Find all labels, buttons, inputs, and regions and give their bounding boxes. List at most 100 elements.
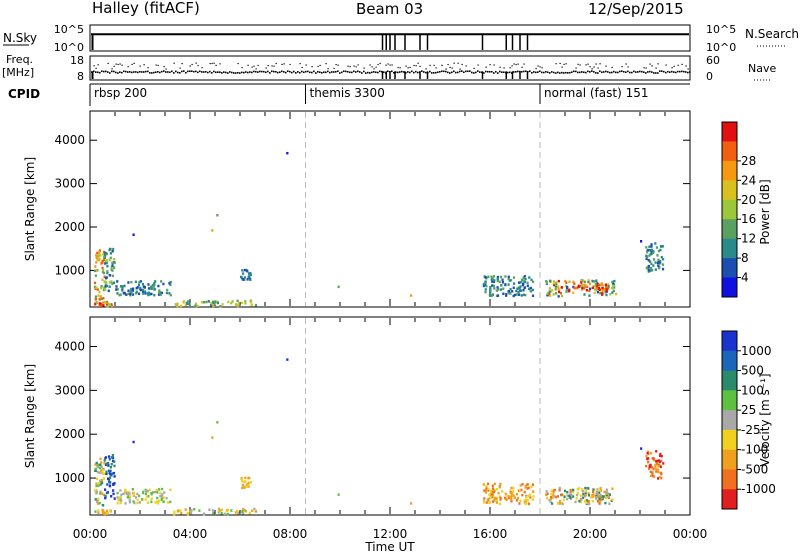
- nave-point: [417, 62, 419, 64]
- noise-drops: [91, 34, 529, 50]
- colorbar-swatch-8: [722, 489, 737, 510]
- freq-point: [279, 71, 281, 74]
- cell-2: [108, 274, 112, 277]
- freq-point: [291, 71, 293, 74]
- cell-7: [583, 280, 586, 284]
- cell-0: [95, 301, 98, 304]
- cell-7: [549, 497, 553, 500]
- cell-7: [560, 286, 563, 289]
- cpid-segment-2: normal (fast) 151: [544, 86, 648, 100]
- cell-7: [578, 499, 581, 503]
- cell-6: [484, 491, 488, 494]
- cell-3: [137, 494, 141, 498]
- cell-9: [660, 255, 663, 259]
- freq-point: [473, 72, 475, 74]
- velocity-x-ticks: [89, 318, 691, 514]
- cell-9: [647, 264, 650, 268]
- freq-point: [629, 71, 631, 74]
- nave-point: [213, 62, 215, 64]
- colorbar-swatch-3: [722, 180, 737, 201]
- cell-5: [247, 481, 250, 485]
- nave-point: [397, 66, 399, 69]
- freq-point: [655, 72, 657, 74]
- cell-7: [592, 284, 595, 288]
- nave-point: [373, 68, 375, 70]
- velocity-colorbar-label: Velocity [m s⁻¹]: [758, 373, 772, 466]
- cell-7: [611, 498, 614, 501]
- freq-point: [477, 70, 479, 72]
- cell-6: [491, 495, 494, 499]
- freq-point: [617, 71, 619, 74]
- freq-point: [211, 72, 213, 74]
- freq-point: [347, 70, 349, 73]
- cell-7: [587, 280, 590, 284]
- cell-3: [153, 282, 156, 285]
- nave-point: [585, 64, 587, 66]
- freq-point: [187, 70, 189, 73]
- nave-point: [445, 68, 447, 70]
- freq-point: [105, 70, 107, 73]
- nave-point: [645, 67, 647, 69]
- cell-7: [557, 290, 561, 294]
- cell-7: [585, 289, 588, 292]
- cell-3: [138, 281, 141, 284]
- nave-point: [333, 67, 335, 70]
- freq-point: [459, 70, 461, 73]
- cell-3: [119, 285, 123, 288]
- freq-point: [469, 70, 471, 72]
- cell-6: [526, 281, 529, 285]
- freq-point: [297, 71, 299, 73]
- freq-point: [203, 71, 205, 73]
- freq-point: [539, 70, 541, 73]
- cell-6: [492, 275, 496, 278]
- cell-8: [606, 495, 610, 499]
- cell-3: [147, 287, 151, 290]
- freq-point: [359, 71, 361, 73]
- cell-6: [525, 495, 528, 499]
- cell-0: [101, 508, 104, 512]
- nave-point: [453, 62, 455, 64]
- cell-7: [593, 280, 596, 283]
- cell-5: [243, 485, 246, 489]
- cell-7: [568, 494, 571, 498]
- cell-7: [577, 284, 580, 288]
- cell-9: [654, 463, 657, 467]
- cell-6: [492, 490, 496, 494]
- cell-9: [657, 464, 660, 468]
- cell-1: [101, 266, 104, 270]
- cell-7: [611, 280, 614, 284]
- cell-3: [157, 488, 161, 491]
- cell-4: [230, 301, 233, 305]
- freq-point: [177, 71, 179, 74]
- cell-7: [611, 291, 614, 294]
- cell-9: [657, 470, 660, 474]
- cell-7: [573, 286, 576, 290]
- cell-5: [244, 476, 247, 480]
- freq-point: [627, 70, 629, 73]
- freq-point: [283, 71, 285, 73]
- cell-6: [519, 281, 522, 284]
- nave-point: [273, 65, 275, 67]
- speck-4: [337, 285, 340, 289]
- nave-point: [399, 67, 401, 69]
- cell-7: [593, 288, 597, 291]
- cell-3: [120, 499, 123, 502]
- cell-4: [227, 300, 230, 304]
- cell-4: [219, 305, 222, 308]
- nave-point: [563, 63, 565, 65]
- nave-point: [311, 66, 313, 68]
- velocity-cpid-boundaries: [305, 318, 541, 514]
- cell-3: [131, 293, 135, 296]
- cell-6: [518, 502, 521, 505]
- cell-3: [130, 292, 133, 295]
- freq-point: [151, 72, 153, 74]
- cell-6: [515, 492, 519, 496]
- nave-point: [375, 66, 377, 68]
- cell-1: [102, 268, 105, 272]
- freq-point: [675, 71, 677, 74]
- freq-point: [397, 71, 399, 74]
- nave-point: [115, 63, 117, 65]
- nave-point: [451, 67, 453, 69]
- freq-point: [219, 71, 221, 73]
